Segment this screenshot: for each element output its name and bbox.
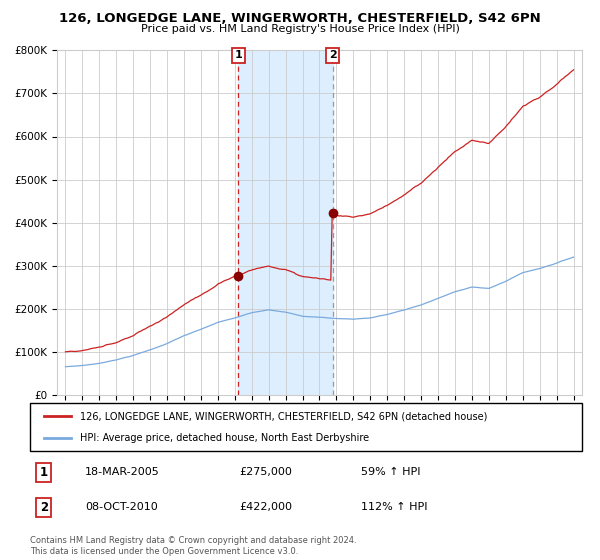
Text: 08-OCT-2010: 08-OCT-2010: [85, 502, 158, 512]
Text: 2: 2: [329, 50, 337, 60]
Text: 18-MAR-2005: 18-MAR-2005: [85, 468, 160, 478]
Text: HPI: Average price, detached house, North East Derbyshire: HPI: Average price, detached house, Nort…: [80, 433, 369, 443]
Text: 112% ↑ HPI: 112% ↑ HPI: [361, 502, 428, 512]
FancyBboxPatch shape: [30, 403, 582, 451]
Text: 1: 1: [235, 50, 242, 60]
Text: 126, LONGEDGE LANE, WINGERWORTH, CHESTERFIELD, S42 6PN (detached house): 126, LONGEDGE LANE, WINGERWORTH, CHESTER…: [80, 411, 487, 421]
Text: 126, LONGEDGE LANE, WINGERWORTH, CHESTERFIELD, S42 6PN: 126, LONGEDGE LANE, WINGERWORTH, CHESTER…: [59, 12, 541, 25]
Bar: [238, 50, 332, 395]
Text: 2: 2: [40, 501, 48, 514]
Text: 1: 1: [40, 466, 48, 479]
Text: Contains HM Land Registry data © Crown copyright and database right 2024.
This d: Contains HM Land Registry data © Crown c…: [30, 536, 356, 556]
Text: £275,000: £275,000: [240, 468, 293, 478]
Text: Price paid vs. HM Land Registry's House Price Index (HPI): Price paid vs. HM Land Registry's House …: [140, 24, 460, 34]
Text: £422,000: £422,000: [240, 502, 293, 512]
Text: 59% ↑ HPI: 59% ↑ HPI: [361, 468, 421, 478]
